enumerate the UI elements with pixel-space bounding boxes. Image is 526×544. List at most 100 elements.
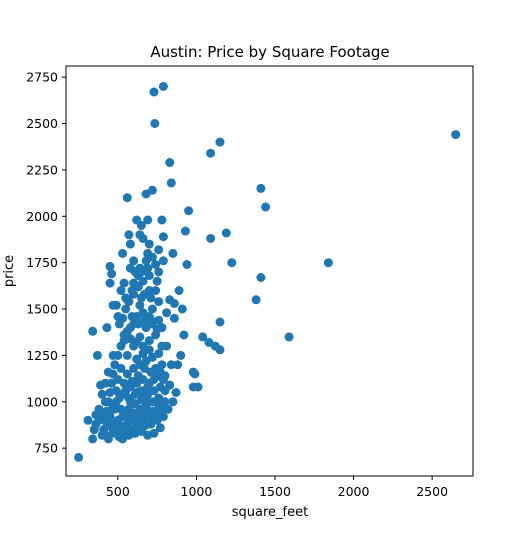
data-point (215, 317, 225, 327)
data-point (121, 304, 131, 314)
x-tick-label: 2500 (416, 484, 448, 499)
data-point (111, 397, 121, 407)
data-point (151, 260, 161, 269)
data-point (110, 404, 120, 414)
data-point (158, 81, 168, 91)
data-point (451, 130, 461, 140)
data-point (323, 258, 333, 268)
data-point (88, 434, 98, 444)
y-tick-label: 2500 (26, 116, 58, 131)
data-point (97, 389, 107, 399)
data-point (132, 215, 142, 225)
data-point (116, 363, 126, 373)
data-point (149, 87, 159, 97)
data-point (173, 360, 183, 370)
data-point (129, 341, 139, 351)
data-point (105, 261, 115, 271)
y-tick-label: 2000 (26, 209, 58, 224)
data-point (118, 248, 128, 258)
data-point (108, 350, 118, 360)
data-point (165, 158, 175, 167)
data-point (92, 350, 102, 360)
data-point (107, 269, 117, 279)
data-point (158, 412, 168, 422)
data-point (256, 273, 266, 282)
data-point (151, 286, 161, 295)
data-point (204, 337, 214, 347)
data-point (100, 430, 110, 440)
data-point (143, 382, 153, 392)
data-point (166, 360, 176, 370)
data-point (91, 410, 101, 420)
data-point (162, 308, 172, 318)
data-point (146, 293, 156, 303)
data-point (102, 323, 112, 333)
data-point (144, 271, 154, 281)
data-point (108, 300, 118, 310)
data-point (146, 315, 156, 325)
data-point (154, 245, 164, 255)
data-point (119, 278, 129, 288)
x-axis-ticks: 500 1000 1500 2000 2500 (106, 476, 448, 499)
data-point (169, 313, 179, 323)
data-point (96, 380, 106, 390)
data-point (215, 137, 225, 147)
data-point (113, 427, 123, 436)
data-point (114, 319, 124, 329)
data-point (107, 419, 117, 429)
data-point (130, 267, 140, 277)
data-point (256, 183, 266, 193)
data-point (157, 341, 167, 351)
data-points (74, 81, 461, 462)
data-point (157, 360, 167, 370)
x-tick-label: 1500 (259, 484, 291, 499)
data-point (158, 256, 168, 266)
chart-title: Austin: Price by Square Footage (150, 43, 389, 61)
data-point (138, 349, 148, 359)
data-point (122, 193, 132, 203)
data-point (184, 206, 194, 216)
data-point (155, 423, 165, 433)
data-point (168, 397, 178, 407)
data-point (174, 286, 184, 295)
y-tick-label: 750 (34, 441, 58, 456)
data-point (127, 312, 137, 321)
data-point (206, 234, 216, 243)
data-point (154, 297, 164, 307)
data-point (154, 315, 164, 325)
data-point (88, 326, 98, 336)
data-point (180, 226, 190, 236)
data-point (122, 369, 132, 379)
data-point (154, 349, 164, 359)
data-point (182, 260, 192, 269)
data-point (157, 215, 167, 225)
data-point (141, 189, 151, 199)
data-point (135, 300, 145, 310)
data-point (129, 256, 139, 266)
plot-frame (65, 65, 474, 477)
data-point (144, 239, 154, 249)
data-point (74, 452, 84, 462)
data-point (132, 354, 142, 364)
x-tick-label: 500 (106, 484, 130, 499)
data-point (198, 332, 208, 342)
data-point (177, 304, 187, 314)
data-point (150, 119, 160, 128)
data-point (138, 234, 148, 243)
data-point (105, 278, 115, 288)
data-point (144, 336, 154, 346)
x-axis-label: square_feet (232, 505, 308, 520)
data-point (158, 232, 168, 242)
y-tick-label: 1250 (26, 348, 58, 363)
data-point (171, 388, 181, 397)
data-point (124, 230, 134, 240)
data-point (133, 319, 143, 329)
data-point (221, 228, 231, 238)
y-tick-label: 2250 (26, 162, 58, 177)
data-point (163, 404, 173, 414)
data-point (118, 434, 128, 444)
y-tick-label: 2750 (26, 70, 58, 85)
data-point (190, 369, 200, 379)
